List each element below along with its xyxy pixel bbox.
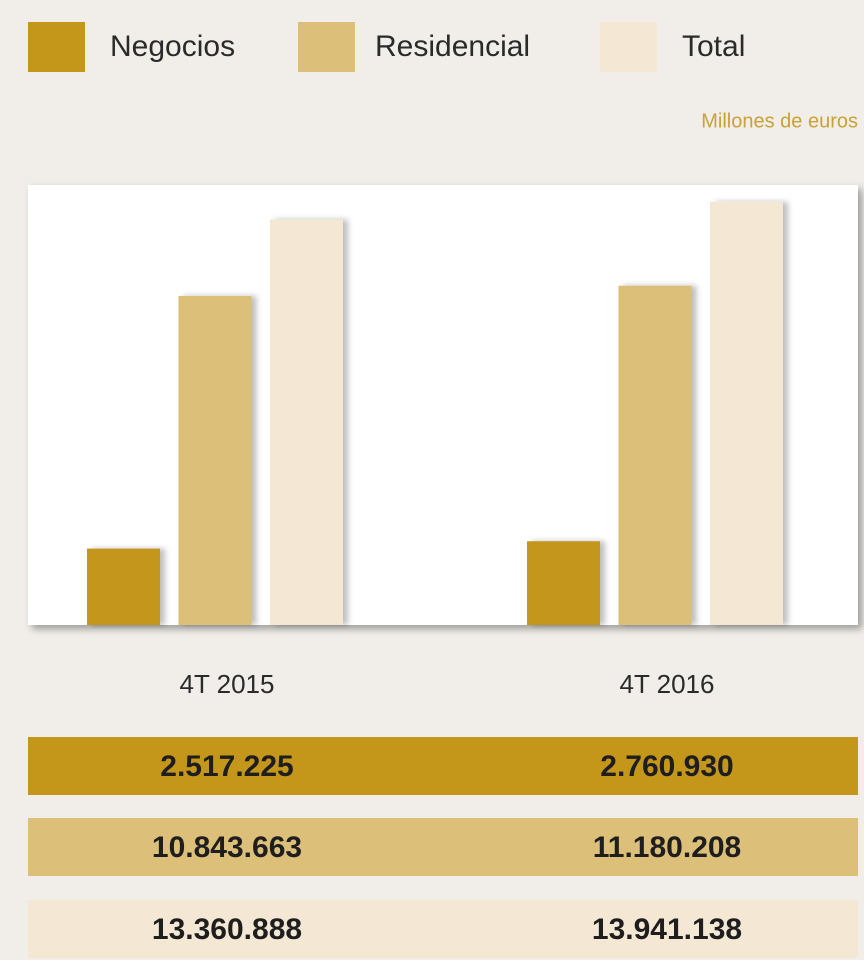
value-label: 2.517.225 <box>160 750 293 783</box>
legend-swatch <box>28 22 85 72</box>
bar <box>270 219 343 625</box>
legend-label: Negocios <box>110 30 235 63</box>
bar <box>178 295 252 625</box>
x-tick-label: 4T 2015 <box>180 669 275 699</box>
value-label: 11.180.208 <box>593 831 742 864</box>
x-tick-label: 4T 2016 <box>620 669 715 699</box>
table-row <box>28 737 858 795</box>
bar <box>710 201 783 626</box>
legend-label: Residencial <box>375 30 530 63</box>
legend-swatch <box>600 22 657 72</box>
table-row <box>28 818 858 876</box>
bar <box>87 548 160 625</box>
value-label: 10.843.663 <box>152 831 302 864</box>
value-label: 2.760.930 <box>600 750 733 783</box>
subtitle: Millones de euros <box>701 110 858 132</box>
table-row <box>28 900 858 958</box>
legend-label: Total <box>682 30 745 63</box>
value-label: 13.360.888 <box>152 913 302 946</box>
bar <box>527 541 600 625</box>
value-label: 13.941.138 <box>592 913 742 946</box>
bar <box>618 285 692 625</box>
legend-swatch <box>298 22 355 72</box>
